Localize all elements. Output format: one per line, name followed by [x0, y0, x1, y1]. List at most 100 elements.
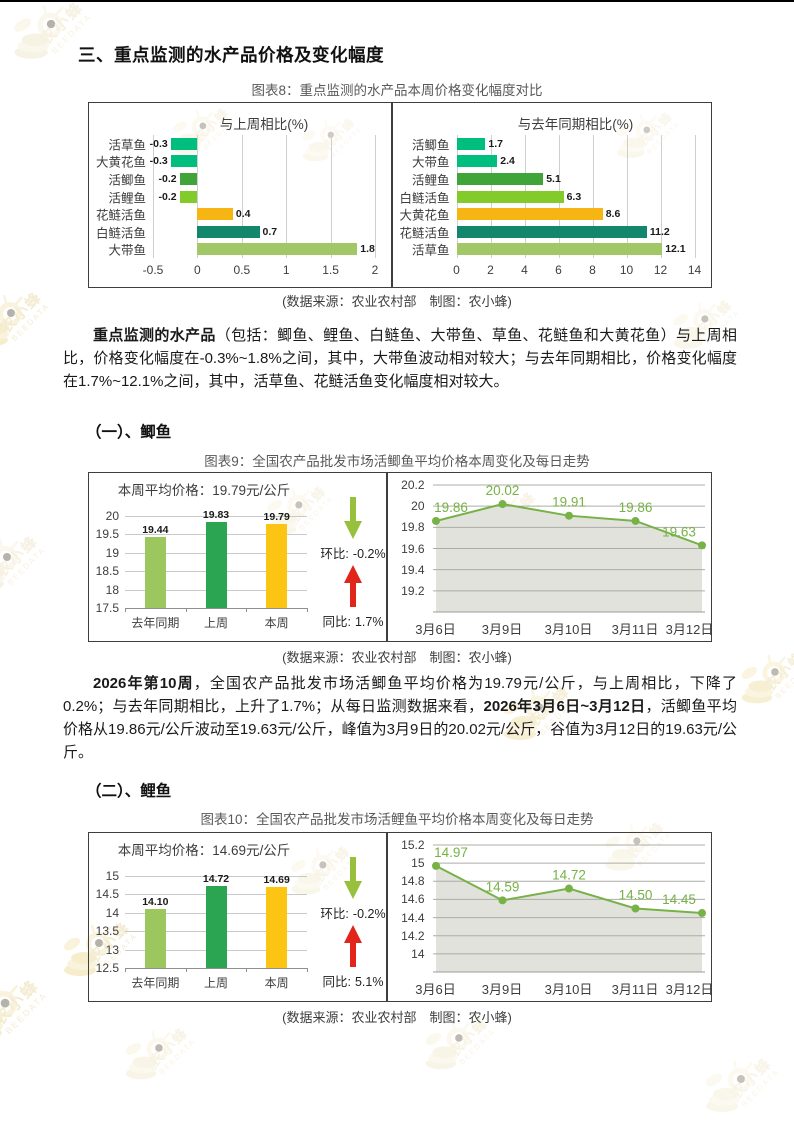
- bar-value-label: 6.3: [566, 190, 582, 203]
- page-top-rule: [0, 0, 794, 2]
- point-value-label: 14.50: [618, 888, 652, 903]
- figure8-wow-panel: 与上周相比(%) -0.5 0 0.5 1 1.5 2 活草鱼 -0.3 大黄花鱼 -0.3 活鲫鱼…: [89, 103, 391, 287]
- bar-value-label: 2.4: [500, 155, 515, 168]
- figure10-bar-title: 本周平均价格：14.69元/公斤: [117, 843, 291, 858]
- figure10-line-panel: 14 14.2 14.4 14.6 14.8 15 15.2 14.97 14.59 14.72 1…: [388, 833, 713, 1001]
- y-tick-label: 14.8: [401, 874, 425, 889]
- figure8-caption: 图表8：重点监测的水产品本周价格变化幅度对比: [251, 83, 543, 98]
- area-fill: [435, 865, 702, 972]
- point-value-label: 14.72: [552, 868, 586, 883]
- x-tick-label: 3月9日: [481, 982, 523, 997]
- category-label: 本周: [264, 976, 289, 990]
- category-label: 上周: [203, 616, 229, 630]
- bee-icon: [705, 1060, 753, 1112]
- data-point: [631, 516, 639, 525]
- paragraph-crucian-week: 2026年第10周: [93, 675, 194, 692]
- increase-arrow-icon: [344, 565, 362, 607]
- x-tick-label: 4: [521, 263, 528, 277]
- paragraph-overview-body: （包括：鲫鱼、鲤鱼、白鲢鱼、大带鱼、草鱼、花鲢鱼和大黄花鱼）与上周相比，价格变化…: [63, 327, 737, 390]
- figure10-yoy-indicator: 同比: 5.1%: [313, 971, 393, 990]
- axis-tick: [185, 608, 187, 612]
- figure8-yoy-title: 与去年同期相比(%): [517, 117, 634, 132]
- figure8-yoy-panel: 与去年同期相比(%) 0 2 4 6 8 10 12 14 活鲫鱼 1.7 大带鱼 2.4 活鲤鱼 5.1…: [393, 103, 711, 287]
- x-tick-label: 0: [453, 263, 460, 277]
- bar: [456, 155, 498, 168]
- x-tick-label: -0.5: [142, 263, 164, 277]
- bar: [456, 172, 544, 185]
- line-plot: 19.86 20.02 19.91 19.86 19.63: [431, 483, 706, 613]
- paragraph-crucian: 2026年第10周，全国农产品批发市场活鲫鱼平均价格为19.79元/公斤，与上周…: [63, 672, 737, 764]
- bar: [205, 886, 227, 968]
- section-carp-heading: （二）、鲤鱼: [86, 783, 172, 800]
- bar-value-label: 1.8: [360, 243, 375, 256]
- y-tick-label: 20.2: [401, 478, 425, 492]
- gridline: [241, 135, 243, 258]
- point-value-label: 20.02: [485, 483, 519, 498]
- y-tick-label: 19.2: [401, 583, 425, 598]
- figure10-caption: 图表10：全国农产品批发市场活鲤鱼平均价格本周变化及每日走势: [200, 812, 594, 827]
- figure9-indicator-column: 环比: -0.2% 同比: 1.7%: [319, 473, 387, 641]
- category-label: 白鲢活鱼: [399, 191, 450, 205]
- point-value-label: 19.86: [618, 500, 652, 515]
- y-tick-label: 19: [105, 545, 119, 560]
- axis-tick: [125, 608, 126, 612]
- category-label: 活鲤鱼: [108, 191, 146, 205]
- point-value-label: 14.45: [662, 892, 696, 907]
- y-tick-label: 19.8: [401, 520, 425, 535]
- y-tick-label: 12.5: [95, 961, 119, 975]
- gridline: [694, 135, 696, 258]
- category-label: 花鲢活鱼: [95, 208, 146, 223]
- x-tick-label: 3月12日: [665, 982, 714, 997]
- bar-value-label: 8.6: [605, 208, 621, 221]
- gridline: [286, 135, 288, 258]
- y-tick-label: 14.2: [401, 928, 425, 943]
- figure10-divider: [386, 833, 388, 1001]
- gridline: [197, 135, 199, 258]
- category-label: 花鲢活鱼: [399, 226, 450, 241]
- category-label: 活鲤鱼: [411, 173, 450, 188]
- y-tick-label: 15: [105, 869, 119, 883]
- x-axis: [125, 608, 307, 609]
- figure9-chart: 本周平均价格：19.79元/公斤 17.5 18 18.5 19 19.5 20 19.44…: [88, 472, 713, 642]
- gridline: [330, 135, 332, 258]
- yoy-label: 同比:: [322, 975, 351, 989]
- y-tick-label: 15: [411, 856, 425, 871]
- bar: [456, 137, 486, 150]
- axis-tick: [246, 968, 248, 972]
- y-tick-label: 15.2: [401, 838, 425, 852]
- decrease-arrow-icon: [344, 497, 362, 539]
- data-point: [631, 904, 639, 913]
- x-tick-label: 0: [194, 263, 201, 277]
- gridline: [125, 876, 307, 877]
- gridline: [592, 135, 594, 258]
- point-value-label: 14.97: [434, 845, 468, 860]
- category-label: 活鲫鱼: [108, 173, 146, 188]
- x-tick-label: 1.5: [322, 263, 339, 277]
- figure8-wow-title: 与上周相比(%): [219, 117, 309, 132]
- category-label: 上周: [203, 976, 229, 990]
- bar: [170, 155, 198, 168]
- category-label: 活草鱼: [108, 138, 146, 153]
- axis-tick: [246, 608, 248, 612]
- data-point: [431, 516, 440, 525]
- x-tick-label: 0.5: [233, 263, 251, 277]
- x-tick-label: 3月10日: [544, 622, 593, 637]
- bar: [456, 208, 603, 221]
- x-tick-label: 1: [282, 263, 290, 277]
- bar: [179, 172, 198, 185]
- gridline: [626, 135, 628, 258]
- x-tick-label: 3月9日: [481, 622, 523, 637]
- bar-value-label: 0.7: [262, 225, 278, 238]
- bee-icon: [425, 1020, 471, 1070]
- bar: [456, 225, 647, 238]
- section-title: 三、重点监测的水产品价格及变化幅度: [78, 45, 384, 65]
- category-label: 大带鱼: [411, 155, 450, 170]
- x-tick-label: 12: [653, 263, 668, 277]
- bar-value-label: 5.1: [546, 172, 561, 185]
- bar-value-label: -0.3: [149, 137, 168, 150]
